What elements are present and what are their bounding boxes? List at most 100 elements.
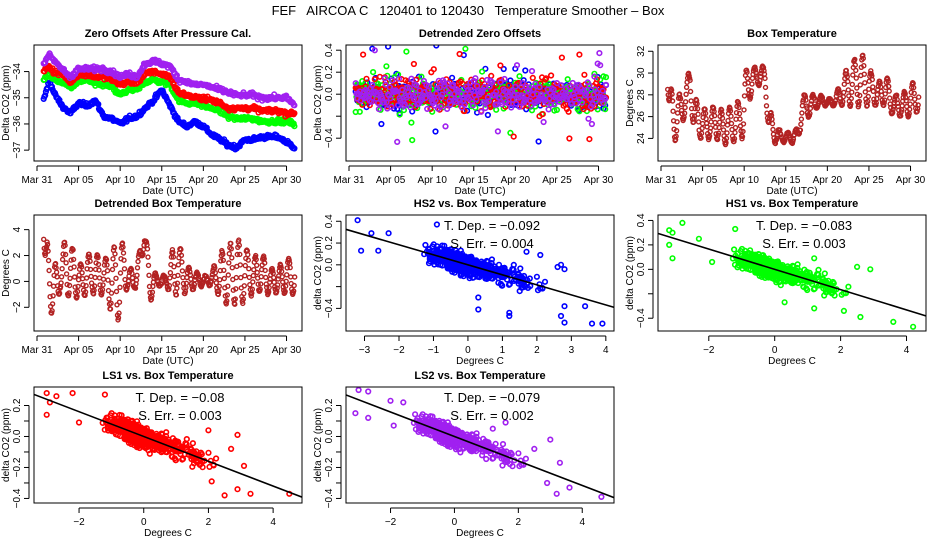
data-point-box-temp (849, 89, 855, 95)
plot-frame (33, 214, 303, 332)
data-point-box-temp (695, 111, 701, 117)
data-point-box-temp (727, 108, 734, 114)
data-point-box-temp (869, 76, 876, 83)
data-point-box-temp (692, 105, 698, 112)
data-point-box-temp (744, 69, 750, 75)
x-tick-label: Apr 10 (105, 175, 135, 186)
data-point-hs1 (409, 136, 416, 144)
data-point-box-temp (97, 282, 103, 288)
data-point (425, 245, 432, 253)
data-point-box-temp (195, 272, 202, 279)
y-tick-label: −2 (12, 301, 23, 313)
data-point-box-temp (691, 115, 697, 122)
data-point-box-temp (46, 267, 52, 274)
y-tick-label: 0.4 (324, 43, 335, 57)
data-point-box-temp (819, 94, 826, 101)
data-point-ls2 (444, 105, 451, 112)
data-point-ls2 (395, 75, 402, 82)
data-point-box-temp (223, 301, 230, 307)
data-point-box-temp (732, 124, 739, 131)
data-point-box-temp (682, 104, 688, 111)
data-point-box-temp (212, 269, 219, 276)
data-point-ls2 (597, 62, 604, 69)
data-point-ls2 (589, 100, 596, 108)
data-point-box-temp (53, 269, 60, 275)
data-point-ls2 (566, 83, 573, 90)
data-point-ls2 (394, 138, 401, 145)
panel-title: Zero Offsets After Pressure Cal. (85, 28, 251, 40)
data-point-box-temp (174, 285, 180, 291)
x-tick-label: Apr 05 (64, 345, 94, 356)
data-point-box-temp (242, 272, 248, 279)
data-point-box-temp (839, 102, 846, 108)
data-point-box-temp (870, 88, 877, 95)
data-point (466, 275, 473, 282)
data-point-ls2 (556, 98, 563, 105)
data-point-box-temp (58, 274, 65, 280)
data-point-box-temp (740, 121, 747, 127)
data-point-ls1 (430, 66, 437, 73)
data-point-box-temp (258, 281, 264, 287)
data-point-box-temp (241, 283, 248, 289)
data-point-ls2 (447, 101, 454, 108)
data-point-box-temp (71, 264, 77, 270)
data-point (480, 262, 487, 269)
panel-title: Detrended Box Temperature (94, 198, 241, 210)
data-point-box-temp (42, 252, 48, 259)
data-point-box-temp (677, 96, 684, 102)
data-point-box-temp (112, 251, 118, 257)
data-point-box-temp (215, 291, 222, 298)
data-point-box-temp (224, 298, 230, 304)
data-point-box-temp (149, 289, 156, 295)
panel-zero-offsets: Zero Offsets After Pressure Cal.Mar 31 Ap… (1, 28, 303, 197)
data-point-box-temp (63, 271, 70, 277)
data-point-box-temp (167, 269, 174, 276)
data-point-box-temp (688, 98, 694, 104)
data-point-ls2 (532, 80, 539, 87)
data-point-box-temp (674, 110, 681, 116)
data-point-box-temp (150, 283, 156, 290)
data-point (526, 275, 533, 282)
data-point-box-temp (860, 52, 866, 58)
data-point-ls2 (489, 79, 496, 86)
data-point-box-temp (723, 135, 730, 142)
data-point-box-temp (255, 281, 261, 287)
data-point-ls1 (565, 108, 572, 115)
x-axis-label: Date (UTC) (142, 186, 193, 197)
data-point-box-temp (254, 262, 260, 269)
data-point-hs1 (564, 76, 571, 83)
data-point (457, 272, 464, 279)
data-point-box-temp (291, 282, 297, 289)
data-point-hs1 (291, 123, 298, 130)
y-tick-label: −0.4 (324, 298, 335, 318)
data-point-box-temp (60, 251, 66, 257)
data-point-box-temp (257, 286, 263, 293)
data-point-ls2 (442, 123, 449, 130)
data-point-box-temp (737, 116, 743, 122)
data-point-ls1 (427, 105, 434, 112)
data-point-box-temp (284, 265, 290, 271)
data-point (476, 273, 483, 281)
data-point-box-temp (251, 266, 257, 273)
data-point-box-temp (179, 268, 186, 274)
data-point-box-temp (270, 268, 276, 274)
data-point-box-temp (248, 293, 255, 299)
data-point-box-temp (885, 78, 891, 84)
x-tick-label: Mar 31 (333, 175, 365, 186)
data-point-hs2 (507, 77, 514, 84)
data-point-ls1 (539, 110, 546, 118)
y-tick-label: 24 (636, 132, 647, 144)
data-point-ls2 (436, 84, 443, 91)
data-point-ls2 (439, 91, 446, 98)
data-point-box-temp (763, 94, 769, 100)
data-point-ls2 (382, 81, 389, 88)
data-point-box-temp (712, 119, 718, 126)
data-point-ls2 (536, 84, 543, 91)
data-point-outlier (561, 266, 568, 273)
data-point-hs1 (602, 74, 610, 81)
data-point-ls2 (438, 94, 445, 101)
data-point-box-temp (711, 112, 718, 119)
data-point-ls1 (488, 72, 495, 80)
data-point-box-temp (65, 292, 72, 299)
